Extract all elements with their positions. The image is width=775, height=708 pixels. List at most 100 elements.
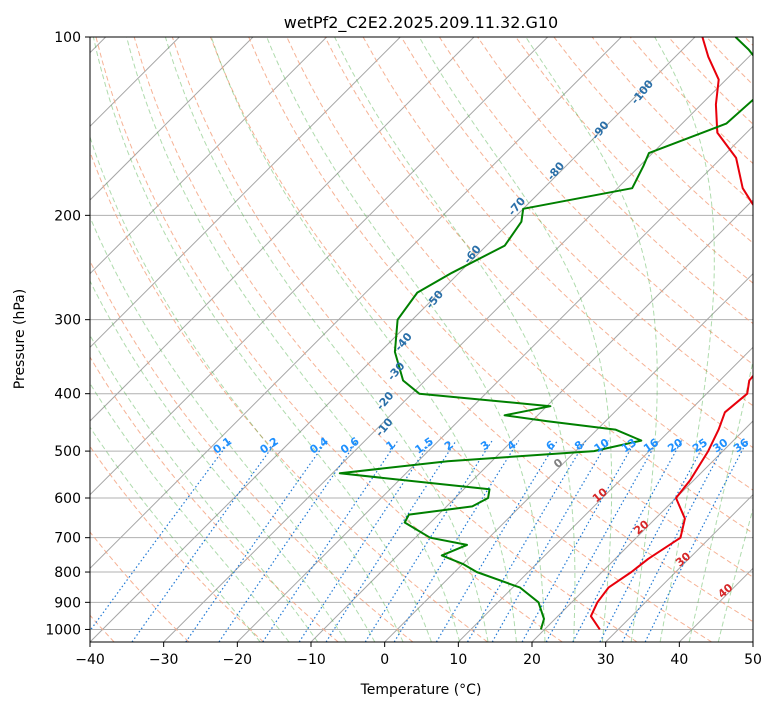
- dry-adiabat-line: [90, 445, 264, 642]
- dry-adiabat-line: [210, 37, 753, 623]
- x-tick-label: 0: [380, 652, 389, 668]
- dry-adiabat-line: [248, 37, 753, 578]
- mixing-ratio-label: 36: [731, 436, 751, 456]
- dry-adiabat-label: -50: [423, 288, 446, 312]
- mixing-ratio-line: [364, 440, 493, 642]
- dry-adiabat-line: [90, 259, 414, 642]
- mixing-ratio-line: [466, 440, 587, 642]
- isotherm-line: [457, 346, 753, 642]
- moist-adiabat-line: [654, 37, 715, 642]
- mixing-ratio-line: [491, 440, 609, 642]
- isotherm-line: [531, 420, 753, 642]
- isotherm-line: [90, 37, 549, 496]
- mixing-ratio-line: [393, 440, 520, 642]
- dry-adiabat-line: [515, 37, 753, 284]
- mixing-ratio-line: [572, 440, 683, 642]
- mixing-ratio-line: [262, 440, 399, 642]
- moist-adiabat-line: [334, 37, 576, 642]
- background-lines-group: [90, 37, 753, 630]
- mixing-ratio-label: 0.1: [211, 435, 234, 457]
- moist-adiabat-line: [90, 426, 261, 642]
- mixing-ratio-label: 1.5: [412, 435, 435, 457]
- moist-adiabat-label: 30: [673, 549, 693, 569]
- mixing-ratio-label: 0.6: [338, 435, 362, 457]
- isotherm-line: [90, 37, 401, 349]
- mixing-ratio-label: 0.4: [307, 435, 331, 457]
- moist-adiabat-line: [525, 37, 658, 642]
- y-tick-label: 100: [54, 30, 81, 46]
- isotherm-line: [310, 199, 753, 642]
- moist-adiabats-group: [90, 37, 753, 642]
- mixing-ratio-label: 16: [641, 436, 661, 456]
- mixing-ratio-label: 10: [592, 436, 612, 456]
- isotherm-line: [163, 51, 753, 642]
- dry-adiabat-label: -20: [374, 389, 397, 413]
- dry-adiabat-line: [90, 356, 339, 642]
- moist-adiabat-line: [418, 37, 613, 642]
- isotherm-line: [752, 641, 753, 642]
- mixing-ratio-line: [435, 440, 558, 642]
- x-tick-label: −30: [149, 652, 179, 668]
- mixing-ratio-line: [545, 440, 659, 642]
- x-tick-label: 10: [449, 652, 467, 668]
- mixing-ratio-line: [218, 440, 358, 642]
- x-tick-label: 30: [597, 652, 615, 668]
- chart-title: wetPf2_C2E2.2025.209.11.32.G10: [284, 13, 558, 33]
- moist-adiabat-line: [90, 382, 290, 642]
- moist-adiabat-line: [92, 37, 432, 642]
- mixing-ratio-line: [131, 440, 278, 642]
- dry-adiabat-label: -30: [385, 359, 408, 383]
- dry-adiabat-line: [90, 150, 488, 642]
- isotherm-line: [384, 272, 753, 642]
- mixing-ratio-line: [298, 440, 432, 642]
- dry-adiabats-group: [90, 37, 753, 642]
- dry-adiabat-line: [90, 531, 190, 642]
- dry-adiabat-line: [95, 37, 563, 642]
- moist-adiabat-line: [266, 37, 546, 642]
- isotherm-line: [90, 37, 696, 642]
- y-tick-label: 800: [54, 565, 81, 581]
- dry-adiabat-line: [553, 37, 753, 244]
- x-tick-label: −40: [75, 652, 105, 668]
- mixing-ratio-line: [90, 440, 231, 632]
- dry-adiabat-label: -90: [589, 118, 612, 142]
- dry-adiabat-line: [477, 37, 753, 325]
- moist-adiabat-label: 20: [632, 517, 652, 537]
- temperature-profile-line: [589, 37, 753, 630]
- isotherm-line: [236, 125, 753, 642]
- x-tick-label: −20: [223, 652, 253, 668]
- y-tick-label: 900: [54, 595, 81, 611]
- y-tick-label: 300: [54, 313, 81, 329]
- moist-adiabat-line: [210, 37, 517, 642]
- moist-adiabat-line: [688, 358, 753, 642]
- moist-adiabat-line: [126, 37, 461, 642]
- isotherm-line: [90, 37, 622, 570]
- moist-adiabat-line: [90, 135, 404, 642]
- dry-adiabat-line: [171, 37, 712, 642]
- dry-adiabat-label: -100: [628, 77, 656, 107]
- moist-adiabat-label: 10: [590, 485, 610, 505]
- x-tick-label: 20: [523, 652, 541, 668]
- axes-group: −40 −30 −20 −10 0 10 20 30 40 50 100 200 300 400 500 60…: [45, 30, 762, 668]
- isotherm-line: [90, 37, 475, 422]
- y-tick-label: 600: [54, 491, 81, 507]
- mixing-ratio-lines-group: [90, 440, 748, 642]
- y-tick-label: 400: [54, 387, 81, 403]
- moist-adiabat-line: [90, 334, 319, 642]
- y-tick-label: 500: [54, 444, 81, 460]
- mixing-ratio-line: [521, 440, 637, 642]
- dry-adiabat-label: -60: [461, 242, 484, 266]
- x-axis-label: Temperature (°C): [360, 682, 482, 698]
- moist-adiabat-line: [164, 37, 489, 642]
- x-tick-label: 50: [744, 652, 762, 668]
- dry-adiabat-line: [133, 37, 638, 642]
- mixing-ratio-label: 20: [665, 436, 685, 456]
- dry-adiabat-label: -70: [505, 194, 528, 218]
- y-tick-label: 1000: [45, 622, 81, 638]
- y-axis-label: Pressure (hPa): [12, 289, 28, 389]
- dry-adiabat-line: [400, 37, 753, 407]
- isotherm-line: [605, 493, 753, 642]
- dry-adiabat-label: -10: [373, 415, 396, 439]
- mixing-ratio-label: 0.2: [257, 435, 280, 457]
